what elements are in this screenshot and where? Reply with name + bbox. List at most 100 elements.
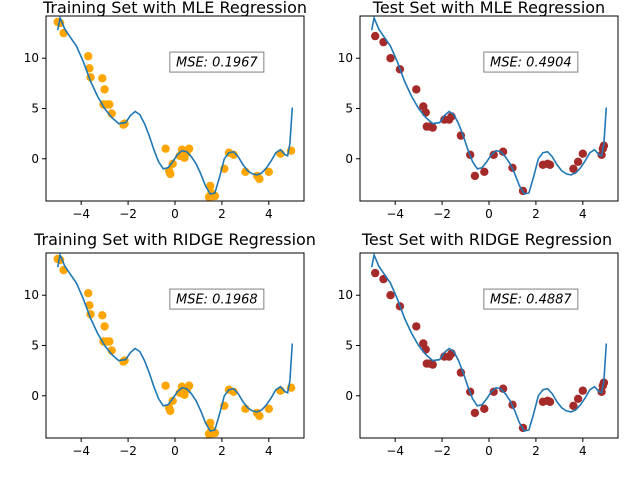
panel-title: Test Set with RIDGE Regression [361,230,612,249]
x-tick-label: 4 [579,207,587,221]
y-tick-label: 5 [345,339,353,353]
data-point [184,144,194,153]
data-point [569,401,578,410]
data-point [84,289,93,298]
data-point [480,404,489,413]
data-point [545,160,555,169]
panel-test-mle: Test Set with MLE Regression −4 −2 0 2 4 0 5 10… [338,0,619,221]
data-point [161,144,170,153]
panel-train-mle: Training Set with MLE Regression −4 −2 0 2 4… [24,0,307,221]
x-tick-label: −4 [386,444,404,458]
x-tick-label: 2 [532,444,540,458]
mse-box [169,51,265,73]
data-point [84,52,93,61]
data-point [489,150,498,159]
data-point [184,381,194,390]
data-point [470,171,480,181]
data-point [206,181,215,191]
mse-label: MSE: 0.4904 [490,56,572,71]
data-point [264,167,273,176]
data-point [264,404,273,413]
panel-title: Training Set with MLE Regression [42,0,307,17]
mse-box [483,288,579,310]
data-point [386,54,395,63]
data-point [105,100,114,109]
axes-frame [359,252,619,439]
data-point [105,337,114,346]
x-tick-label: 0 [171,207,179,221]
data-point [98,74,107,83]
fit-curve [370,15,608,195]
data-point [428,360,437,369]
data-point [161,381,170,390]
fit-curve [56,15,294,195]
x-tick-label: −2 [119,444,137,458]
data-point [578,386,587,395]
y-tick-label: 0 [345,152,353,166]
x-tick-label: −4 [386,207,404,221]
fit-curve [56,252,294,432]
mse-label: MSE: 0.1968 [176,293,258,308]
x-tick-label: 4 [265,207,273,221]
panel-title: Test Set with MLE Regression [372,0,605,17]
mse-label: MSE: 0.1967 [176,56,258,71]
data-point [480,167,489,176]
data-point [371,268,380,278]
data-point [100,85,109,94]
axes-frame [359,15,619,202]
x-tick-label: 2 [218,207,226,221]
panel-title: Training Set with RIDGE Regression [33,230,316,249]
y-tick-label: 0 [31,152,39,166]
data-point [545,397,555,406]
data-point [98,311,107,320]
y-tick-label: 5 [31,339,39,353]
x-tick-label: 0 [485,444,493,458]
data-point [573,157,583,166]
y-tick-label: 10 [24,288,39,302]
data-point [569,164,578,173]
data-point [166,406,175,416]
x-tick-label: −4 [72,207,90,221]
y-tick-label: 10 [24,51,39,65]
y-tick-label: 10 [338,288,353,302]
data-point [255,174,264,184]
data-point [573,394,583,403]
mse-label: MSE: 0.4887 [490,293,572,308]
x-tick-label: 0 [485,207,493,221]
data-point [168,159,177,168]
x-tick-label: −2 [433,444,451,458]
data-point [386,291,395,300]
data-point [100,322,109,331]
y-tick-label: 0 [345,389,353,403]
data-point [470,408,480,418]
y-tick-label: 10 [338,51,353,65]
data-point [412,322,421,331]
mse-box [483,51,579,73]
y-tick-label: 0 [31,389,39,403]
panel-test-ridge: Test Set with RIDGE Regression −4 −2 0 2 4 0 5… [338,230,619,458]
y-tick-label: 5 [31,102,39,116]
x-tick-label: −2 [433,207,451,221]
data-point [498,147,508,156]
x-tick-label: −2 [119,207,137,221]
data-point [166,169,175,179]
panel-train-ridge: Training Set with RIDGE Regression −4 −2 0… [24,230,316,458]
data-point [371,31,380,41]
data-point [578,149,587,158]
x-tick-label: 2 [218,444,226,458]
x-tick-label: −4 [72,444,90,458]
x-tick-label: 0 [171,444,179,458]
data-point [498,384,508,393]
fit-curve [370,252,608,432]
data-point [428,123,437,132]
y-tick-label: 5 [345,102,353,116]
x-tick-label: 2 [532,207,540,221]
data-point [206,418,215,428]
data-point [168,396,177,405]
x-tick-label: 4 [265,444,273,458]
data-point [489,387,498,396]
data-point [412,85,421,94]
mse-box [169,288,265,310]
data-point [255,411,264,421]
